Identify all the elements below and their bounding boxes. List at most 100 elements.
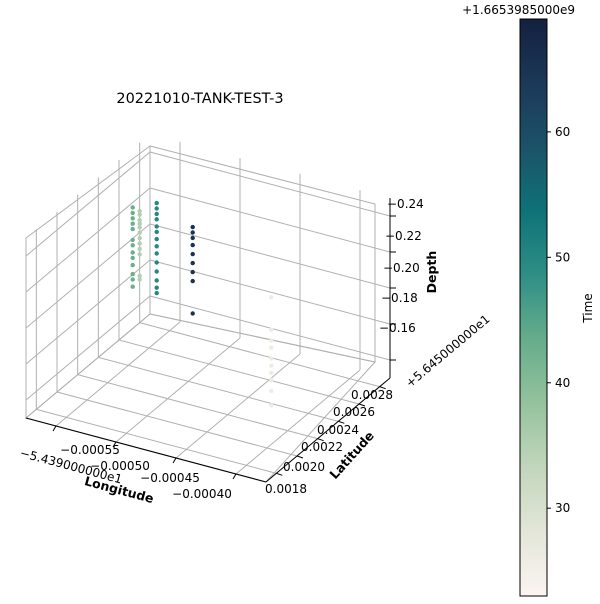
grid-line [77, 374, 318, 440]
y-tick-label: 0.0028 [351, 388, 393, 402]
data-point [269, 345, 274, 350]
colorbar-tick-label: 50 [555, 250, 570, 264]
y-axis-line [265, 377, 391, 483]
z-tick-label: −0.24 [387, 197, 424, 211]
data-point [190, 278, 195, 284]
data-point [154, 251, 159, 256]
data-point [154, 290, 159, 296]
x-tick-mark [172, 457, 177, 464]
grid-line [175, 353, 301, 459]
y-axis: 0.0018 0.0020 0.0022 0.0024 0.0026 0.002… [265, 312, 493, 496]
grid-line [149, 187, 391, 253]
data-point [130, 262, 135, 268]
data-point [130, 221, 135, 226]
data-point [269, 338, 274, 343]
data-point [154, 285, 159, 290]
data-point [137, 235, 142, 241]
y-tick-mark [358, 403, 366, 407]
data-point [130, 226, 135, 232]
y-tick-mark [317, 438, 324, 442]
y-tick-label: 0.0020 [283, 460, 325, 474]
colorbar-offset-label: +1.6653985000e9 [462, 3, 575, 17]
grid-line [25, 259, 151, 365]
data-point [190, 251, 195, 257]
grid-line [55, 321, 181, 427]
data-point [190, 235, 195, 241]
data-point [130, 205, 135, 210]
data-point [130, 277, 135, 282]
data-point [130, 237, 135, 243]
data-point [130, 250, 135, 255]
x-axis-line [25, 417, 267, 483]
chart-title: 20221010-TANK-TEST-3 [116, 91, 283, 107]
data-point [269, 363, 274, 368]
data-point [137, 230, 142, 235]
data-point [137, 212, 142, 217]
scatter-points [130, 200, 274, 408]
grid-line [118, 339, 360, 405]
colorbar-tick-label: 40 [555, 376, 570, 390]
data-point [269, 377, 274, 383]
colorbar-tick-label: 30 [555, 501, 570, 515]
grid-line [149, 151, 391, 217]
y-tick-label: 0.0018 [265, 482, 307, 496]
y-tick-label: 0.0022 [301, 440, 343, 454]
data-point [137, 241, 142, 246]
data-point [137, 225, 142, 230]
data-point [154, 229, 159, 235]
z-tick-label: −0.18 [381, 291, 418, 305]
colorbar-scale [519, 18, 548, 597]
data-point [130, 210, 135, 216]
x-tick-label: −0.00045 [140, 471, 200, 485]
data-point [190, 224, 195, 230]
data-point [130, 255, 135, 261]
data-point [130, 216, 135, 221]
axis-lines [25, 198, 396, 483]
y-tick-label: 0.0024 [317, 423, 359, 437]
x-tick-mark [52, 425, 57, 432]
data-point [154, 260, 159, 265]
data-point [130, 243, 135, 248]
data-point [190, 269, 195, 275]
data-point [190, 311, 195, 316]
grid-line [56, 391, 298, 457]
grid-line [149, 223, 391, 289]
data-point [269, 388, 274, 394]
colorbar-tick-label: 60 [555, 125, 570, 139]
grid-line [25, 223, 151, 329]
x-tick-label: −0.00055 [60, 443, 120, 457]
grid-line [36, 408, 277, 474]
x-tick-mark [112, 441, 117, 448]
z-tick-label: −0.22 [385, 229, 422, 243]
grid-line [25, 151, 151, 257]
grid-line [25, 295, 151, 401]
data-point [154, 278, 159, 283]
z-axis-label: Depth [424, 251, 439, 294]
data-point [269, 403, 274, 408]
z-tick-label: −0.16 [379, 321, 416, 335]
data-point [269, 327, 274, 332]
y-tick-mark [379, 386, 386, 390]
x-tick-mark [232, 473, 237, 480]
grid-line [115, 337, 241, 443]
data-point [190, 260, 195, 266]
data-point [269, 356, 274, 361]
data-point [137, 252, 142, 257]
colorbar-label: Time [581, 293, 595, 323]
colorbar-ticks: 30 40 50 60 [547, 125, 570, 515]
x-tick-label: −0.00040 [172, 487, 232, 501]
grid-line [235, 369, 361, 475]
y-tick-mark [296, 455, 304, 459]
data-point [137, 246, 142, 252]
data-point [154, 244, 159, 249]
z-tick-label: −0.20 [383, 261, 420, 275]
y-tick-mark [276, 472, 283, 476]
y-tick-mark [338, 420, 345, 424]
data-point [154, 224, 159, 229]
data-point [269, 370, 274, 376]
x-tick-label: −0.00050 [90, 459, 150, 473]
data-point [137, 277, 142, 282]
data-point [154, 211, 159, 217]
colorbar: 30 40 50 60 +1.6653985000e9 Time [462, 3, 595, 597]
data-point [137, 208, 142, 214]
